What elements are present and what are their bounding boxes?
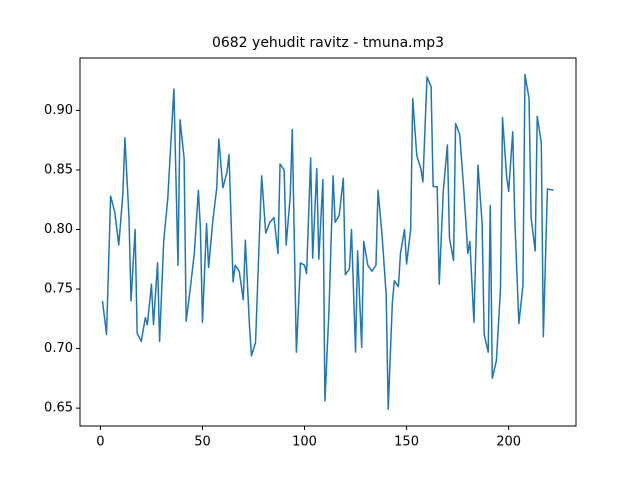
y-tick-label: 0.80 [44,222,73,237]
x-tick-label: 150 [394,435,419,450]
y-tick-label: 0.75 [44,282,73,297]
x-tick-label: 100 [292,435,317,450]
x-tick-label: 50 [194,435,211,450]
y-tick-label: 0.70 [44,341,73,356]
y-tick-label: 0.90 [44,103,73,118]
chart-title: 0682 yehudit ravitz - tmuna.mp3 [212,35,444,51]
y-tick-label: 0.65 [44,401,73,416]
y-tick-label: 0.85 [44,162,73,177]
x-tick-label: 0 [96,435,104,450]
x-tick-label: 200 [496,435,521,450]
data-line [101,73,554,411]
plot-frame [79,57,577,427]
